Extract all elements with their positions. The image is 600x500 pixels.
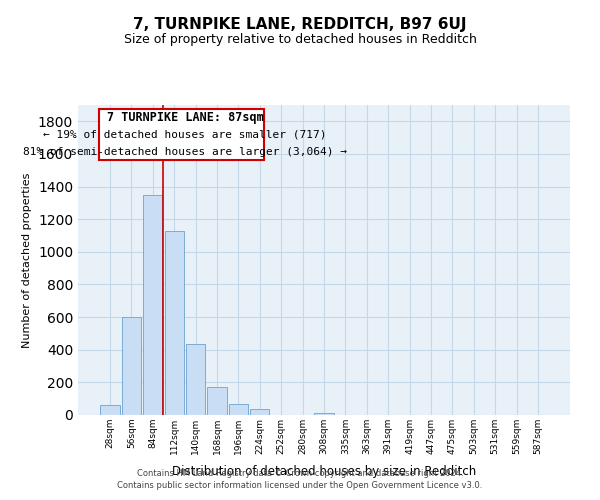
FancyBboxPatch shape bbox=[99, 109, 264, 160]
Text: 7, TURNPIKE LANE, REDDITCH, B97 6UJ: 7, TURNPIKE LANE, REDDITCH, B97 6UJ bbox=[133, 18, 467, 32]
Bar bbox=[250, 410, 269, 415]
Y-axis label: Number of detached properties: Number of detached properties bbox=[22, 172, 32, 348]
Bar bbox=[164, 230, 184, 415]
Bar bbox=[314, 412, 334, 415]
Bar bbox=[143, 194, 163, 415]
Bar bbox=[186, 344, 205, 415]
Bar bbox=[122, 317, 141, 415]
Bar bbox=[100, 405, 119, 415]
Text: 7 TURNPIKE LANE: 87sqm: 7 TURNPIKE LANE: 87sqm bbox=[107, 111, 263, 124]
Text: Size of property relative to detached houses in Redditch: Size of property relative to detached ho… bbox=[124, 32, 476, 46]
X-axis label: Distribution of detached houses by size in Redditch: Distribution of detached houses by size … bbox=[172, 466, 476, 478]
Bar bbox=[229, 404, 248, 415]
Text: 81% of semi-detached houses are larger (3,064) →: 81% of semi-detached houses are larger (… bbox=[23, 147, 347, 157]
Text: ← 19% of detached houses are smaller (717): ← 19% of detached houses are smaller (71… bbox=[43, 130, 326, 140]
Text: Contains HM Land Registry data © Crown copyright and database right 2024.
Contai: Contains HM Land Registry data © Crown c… bbox=[118, 468, 482, 490]
Bar bbox=[208, 388, 227, 415]
